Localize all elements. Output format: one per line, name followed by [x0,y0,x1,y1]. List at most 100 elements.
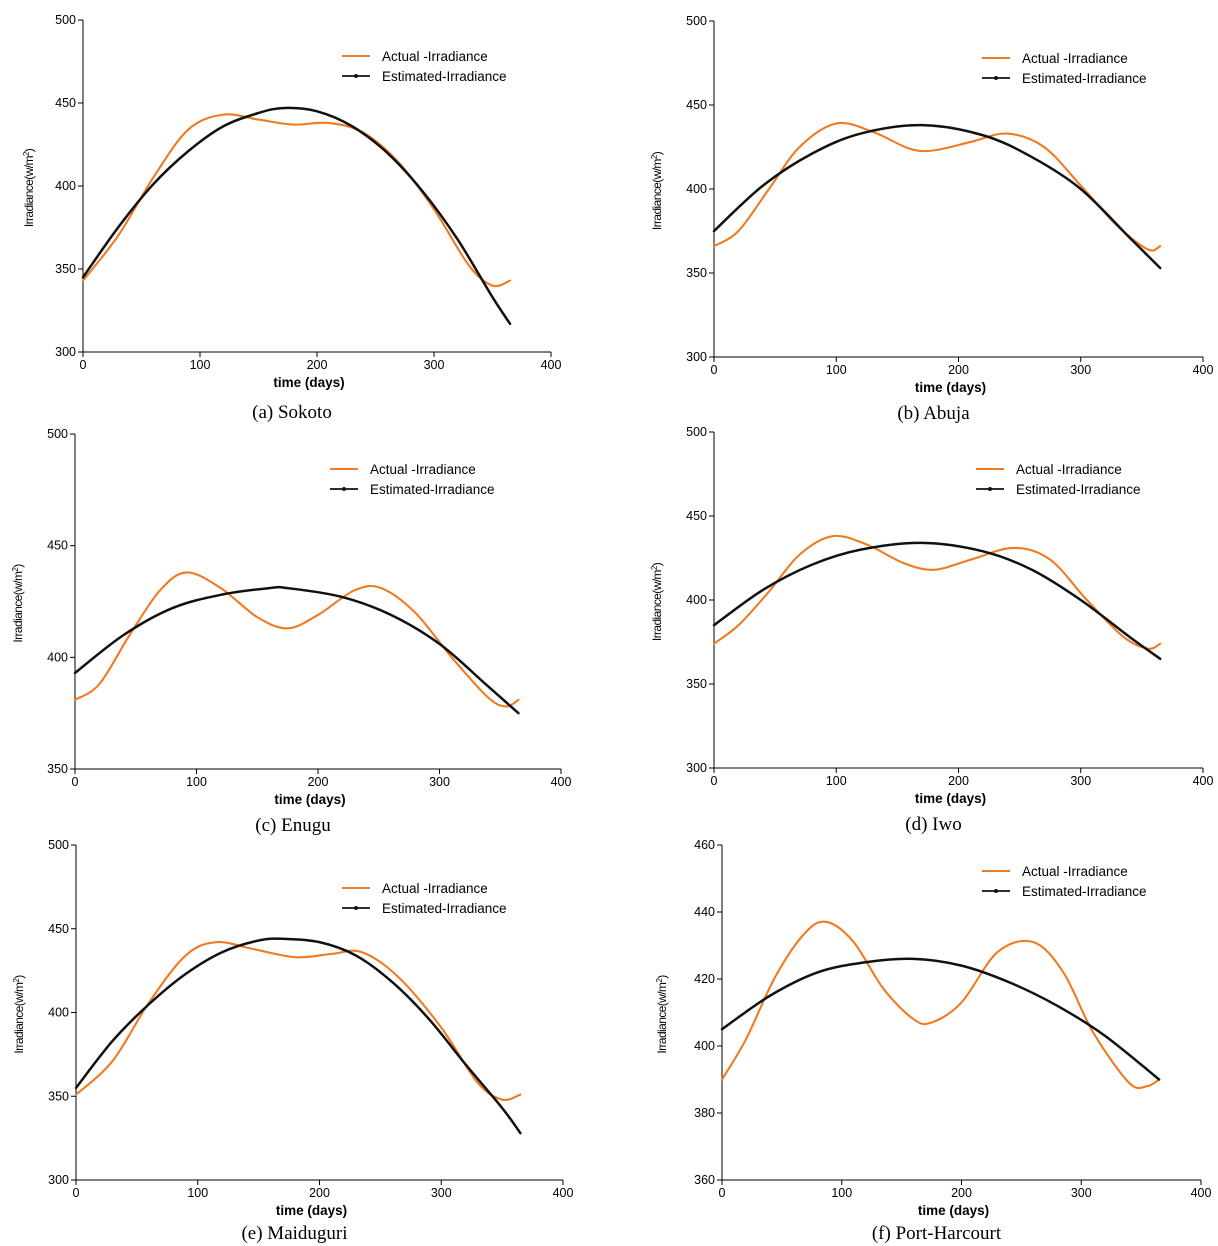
x-tick-label: 300 [1070,363,1091,377]
y-tick-label: 500 [55,13,76,27]
y-axis-label: Irradiance(w/m2) [11,564,26,643]
estimated-irradiance-line [720,957,1161,1081]
y-tick-label: 420 [694,972,715,986]
y-axis-label: Irradiance(w/m2) [655,975,670,1054]
y-tick-label: 350 [48,1089,69,1103]
panel-caption: (f) Port-Harcourt [872,1223,1002,1244]
y-tick-label: 500 [686,425,707,439]
chart-panel-6: 360 380 400 420 440 460 0 100 200 300 400 time (day… [655,838,1212,1244]
legend-estimated-label: Estimated-Irradiance [382,69,507,84]
x-tick-label: 200 [948,363,969,377]
x-tick-label: 400 [553,1186,574,1200]
chart-panel-2: 300 350 400 450 500 0 100 200 300 400 time (days) I… [650,14,1214,424]
x-tick-label: 300 [431,1186,452,1200]
x-tick-label: 400 [1193,363,1214,377]
y-tick-label: 300 [55,345,76,359]
actual-irradiance-line [720,920,1161,1090]
legend-estimated-label: Estimated-Irradiance [382,901,507,916]
legend-estimated-marker [994,76,998,80]
y-tick-label: 450 [48,922,69,936]
y-tick-label: 500 [686,14,707,28]
estimated-irradiance-line [73,585,520,715]
legend-estimated-label: Estimated-Irradiance [1022,71,1147,86]
y-tick-label: 500 [48,838,69,852]
x-tick-label: 0 [80,358,87,372]
actual-irradiance-line [712,121,1162,252]
y-tick-label: 500 [47,427,68,441]
estimated-irradiance-line [81,106,512,326]
x-axis-label: time (days) [274,792,345,807]
estimated-irradiance-line [712,541,1162,661]
x-tick-label: 100 [826,363,847,377]
x-tick-label: 100 [826,774,847,788]
legend-estimated-label: Estimated-Irradiance [370,482,495,497]
x-tick-label: 400 [551,775,572,789]
legend-estimated-label: Estimated-Irradiance [1016,482,1141,497]
legend-actual-label: Actual -Irradiance [1022,51,1128,66]
estimated-irradiance-line [712,123,1162,270]
y-tick-label: 350 [686,266,707,280]
y-tick-label: 450 [55,96,76,110]
y-tick-label: 360 [694,1173,715,1187]
x-tick-label: 0 [72,775,79,789]
y-tick-label: 400 [686,182,707,196]
y-axis-label: Irradiance(w/m2) [12,975,27,1054]
x-tick-label: 400 [1193,774,1214,788]
y-tick-label: 400 [48,1006,69,1020]
chart-panel-3: 350 400 450 500 0 100 200 300 400 time (days) Irra… [11,427,572,836]
legend-actual-label: Actual -Irradiance [1016,462,1122,477]
y-tick-label: 400 [694,1039,715,1053]
panel-caption: (d) Iwo [905,814,961,835]
x-axis-label: time (days) [276,1203,347,1218]
legend-estimated-label: Estimated-Irradiance [1022,884,1147,899]
x-tick-label: 100 [831,1186,852,1200]
y-tick-label: 440 [694,905,715,919]
y-tick-label: 300 [686,350,707,364]
x-tick-label: 400 [1191,1186,1212,1200]
x-tick-label: 200 [308,775,329,789]
x-axis-label: time (days) [918,1203,989,1218]
x-tick-label: 300 [1070,774,1091,788]
panel-caption: (a) Sokoto [252,402,332,423]
x-tick-label: 300 [424,358,445,372]
y-tick-label: 400 [55,179,76,193]
y-tick-label: 350 [47,762,68,776]
estimated-irradiance-line [74,937,522,1135]
legend-estimated-marker [994,889,998,893]
chart-panel-5: 300 350 400 450 500 0 100 200 300 400 time (days) I… [12,838,574,1244]
chart-panel-1: 300 350 400 450 500 0 100 200 300 400 time (days) I… [22,13,562,423]
actual-irradiance-line [81,113,512,288]
y-tick-label: 300 [48,1173,69,1187]
x-tick-label: 100 [187,1186,208,1200]
panel-caption: (c) Enugu [255,815,331,836]
legend-actual-label: Actual -Irradiance [382,881,488,896]
y-tick-label: 350 [686,677,707,691]
actual-irradiance-line [712,534,1162,650]
x-tick-label: 200 [951,1186,972,1200]
actual-irradiance-line [74,940,522,1102]
y-tick-label: 400 [686,593,707,607]
x-tick-label: 400 [541,358,562,372]
y-tick-label: 450 [47,539,68,553]
x-tick-label: 100 [186,775,207,789]
y-tick-label: 380 [694,1106,715,1120]
x-tick-label: 0 [711,774,718,788]
x-tick-label: 200 [948,774,969,788]
y-tick-label: 450 [686,98,707,112]
legend-estimated-marker [988,487,992,491]
legend-estimated-marker [354,906,358,910]
legend-actual-label: Actual -Irradiance [370,462,476,477]
x-tick-label: 0 [711,363,718,377]
legend-actual-label: Actual -Irradiance [382,49,488,64]
x-tick-label: 200 [309,1186,330,1200]
y-axis-label: Irradiance(w/m2) [650,151,665,230]
y-tick-label: 450 [686,509,707,523]
y-tick-label: 350 [55,262,76,276]
x-tick-label: 100 [190,358,211,372]
x-tick-label: 0 [719,1186,726,1200]
x-tick-label: 0 [73,1186,80,1200]
panel-caption: (b) Abuja [897,403,970,424]
x-tick-label: 300 [429,775,450,789]
actual-irradiance-line [73,571,520,708]
